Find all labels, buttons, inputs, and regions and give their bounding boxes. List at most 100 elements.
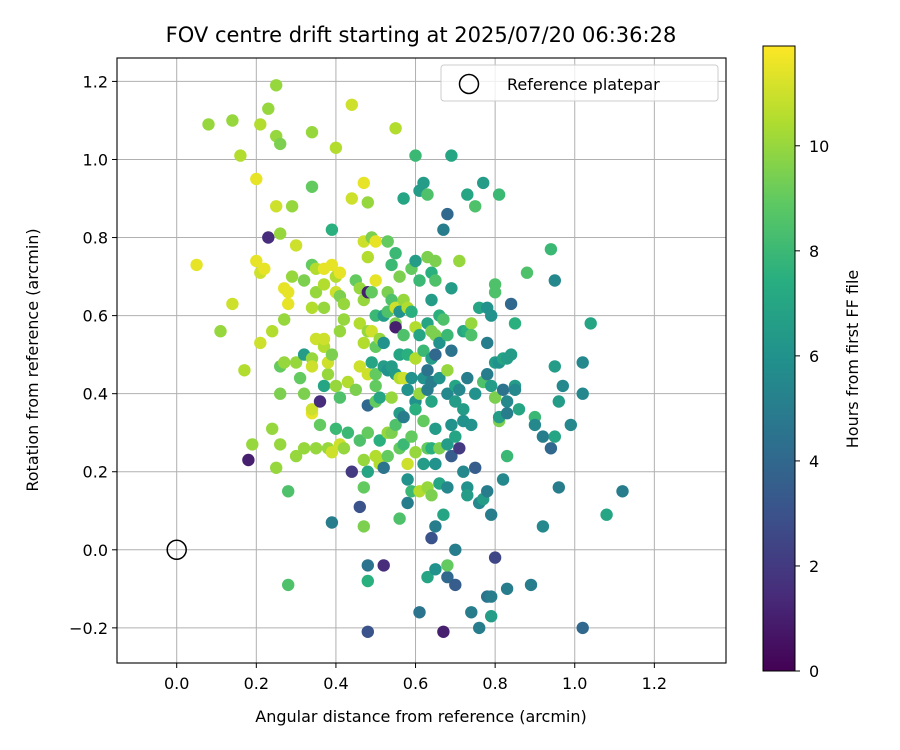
- scatter-point: [286, 200, 298, 212]
- colorbar-tick-label: 2: [809, 557, 819, 576]
- scatter-point: [437, 224, 449, 236]
- scatter-point: [489, 551, 501, 563]
- scatter-point: [441, 559, 453, 571]
- scatter-point: [274, 227, 286, 239]
- scatter-point: [362, 427, 374, 439]
- scatter-point: [298, 274, 310, 286]
- scatter-point: [378, 462, 390, 474]
- scatter-point: [290, 239, 302, 251]
- scatter-point: [362, 575, 374, 587]
- colorbar-tick-label: 4: [809, 452, 819, 471]
- scatter-point: [362, 251, 374, 263]
- scatter-point: [497, 384, 509, 396]
- scatter-point: [445, 419, 457, 431]
- scatter-point: [401, 473, 413, 485]
- scatter-point: [465, 606, 477, 618]
- scatter-point: [258, 263, 270, 275]
- scatter-point: [577, 388, 589, 400]
- scatter-point: [481, 485, 493, 497]
- scatter-point: [262, 103, 274, 115]
- scatter-point: [465, 329, 477, 341]
- y-tick-label: 0.6: [83, 307, 108, 326]
- scatter-point: [553, 481, 565, 493]
- colorbar-gradient: [763, 46, 795, 671]
- scatter-point: [465, 317, 477, 329]
- scatter-point: [405, 430, 417, 442]
- scatter-point: [370, 274, 382, 286]
- scatter-point: [342, 427, 354, 439]
- scatter-point: [314, 419, 326, 431]
- scatter-point: [417, 177, 429, 189]
- scatter-point: [322, 368, 334, 380]
- colorbar-label: Hours from first FF file: [843, 270, 862, 449]
- x-tick-label: 1.0: [562, 674, 587, 693]
- scatter-point: [370, 235, 382, 247]
- scatter-point: [190, 259, 202, 271]
- scatter-point: [509, 317, 521, 329]
- scatter-point: [429, 458, 441, 470]
- scatter-point: [545, 442, 557, 454]
- scatter-point: [226, 114, 238, 126]
- y-tick-label: 1.0: [83, 150, 108, 169]
- legend: Reference platepar: [441, 65, 718, 101]
- scatter-point: [298, 442, 310, 454]
- scatter-point: [501, 450, 513, 462]
- scatter-point: [461, 489, 473, 501]
- scatter-point: [616, 485, 628, 497]
- scatter-point: [250, 173, 262, 185]
- scatter-point: [585, 317, 597, 329]
- scatter-point: [358, 454, 370, 466]
- x-tick-label: 0.8: [482, 674, 507, 693]
- scatter-point: [469, 388, 481, 400]
- scatter-point: [274, 388, 286, 400]
- scatter-point: [385, 259, 397, 271]
- scatter-point: [425, 532, 437, 544]
- scatter-point: [330, 380, 342, 392]
- colorbar-tick-label: 6: [809, 347, 819, 366]
- scatter-point: [417, 415, 429, 427]
- scatter-point: [306, 126, 318, 138]
- chart-title: FOV centre drift starting at 2025/07/20 …: [166, 23, 677, 47]
- scatter-point: [429, 348, 441, 360]
- scatter-point: [449, 430, 461, 442]
- scatter-point: [254, 337, 266, 349]
- scatter-point: [338, 313, 350, 325]
- scatter-point: [330, 142, 342, 154]
- y-tick-label: 0.8: [83, 229, 108, 248]
- scatter-point: [505, 348, 517, 360]
- scatter-point: [437, 626, 449, 638]
- scatter-point: [346, 192, 358, 204]
- scatter-point: [409, 149, 421, 161]
- scatter-point: [501, 583, 513, 595]
- scatter-point: [286, 270, 298, 282]
- scatter-point: [465, 419, 477, 431]
- scatter-point: [318, 333, 330, 345]
- scatter-point: [553, 395, 565, 407]
- scatter-point: [537, 430, 549, 442]
- scatter-point: [318, 380, 330, 392]
- scatter-point: [497, 473, 509, 485]
- scatter-point: [294, 372, 306, 384]
- scatter-point: [366, 286, 378, 298]
- x-axis-label: Angular distance from reference (arcmin): [255, 707, 586, 726]
- scatter-point: [274, 438, 286, 450]
- scatter-point: [481, 368, 493, 380]
- scatter-point: [413, 606, 425, 618]
- scatter-point: [334, 267, 346, 279]
- scatter-point: [350, 384, 362, 396]
- scatter-point: [338, 298, 350, 310]
- scatter-point: [409, 403, 421, 415]
- scatter-point: [421, 364, 433, 376]
- y-tick-label: 0.2: [83, 463, 108, 482]
- scatter-point: [457, 466, 469, 478]
- scatter-point: [521, 267, 533, 279]
- scatter-point: [429, 563, 441, 575]
- chart: FOV centre drift starting at 2025/07/20 …: [0, 0, 900, 750]
- scatter-point: [282, 298, 294, 310]
- scatter-point: [298, 388, 310, 400]
- scatter-point: [409, 255, 421, 267]
- scatter-point: [282, 579, 294, 591]
- scatter-point: [413, 329, 425, 341]
- scatter-point: [270, 462, 282, 474]
- scatter-point: [441, 481, 453, 493]
